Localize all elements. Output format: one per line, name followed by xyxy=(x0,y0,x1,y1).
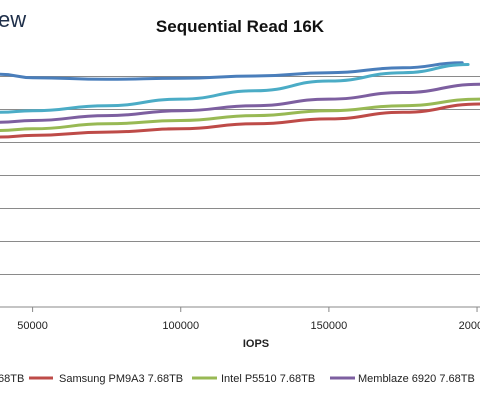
brand-fragment: ew xyxy=(0,7,26,32)
series-lines xyxy=(0,61,480,139)
x-tick-label-0: 50000 xyxy=(17,320,48,332)
legend-label-1: Samsung PM9A3 7.68TB xyxy=(59,373,183,385)
x-tick-label-3: 200000 xyxy=(459,320,480,332)
series-line-2 xyxy=(0,102,480,139)
series-line-3 xyxy=(0,97,480,132)
legend-label-2: Intel P5510 7.68TB xyxy=(221,373,315,385)
x-tick-label-1: 100000 xyxy=(162,320,199,332)
gridlines xyxy=(0,76,480,275)
x-axis-label: IOPS xyxy=(243,338,269,350)
series-line-4 xyxy=(0,82,480,124)
x-tick-label-2: 150000 xyxy=(311,320,348,332)
x-ticks: 50000 100000 150000 200000 xyxy=(17,307,480,332)
legend-label-0: 68TB xyxy=(0,373,24,385)
series-line-0 xyxy=(0,61,464,81)
legend-label-3: Memblaze 6920 7.68TB xyxy=(358,373,475,385)
legend: 68TB Samsung PM9A3 7.68TB Intel P5510 7.68… xyxy=(0,373,475,385)
chart-title: Sequential Read 16K xyxy=(156,17,325,36)
series-line-1 xyxy=(0,63,470,114)
